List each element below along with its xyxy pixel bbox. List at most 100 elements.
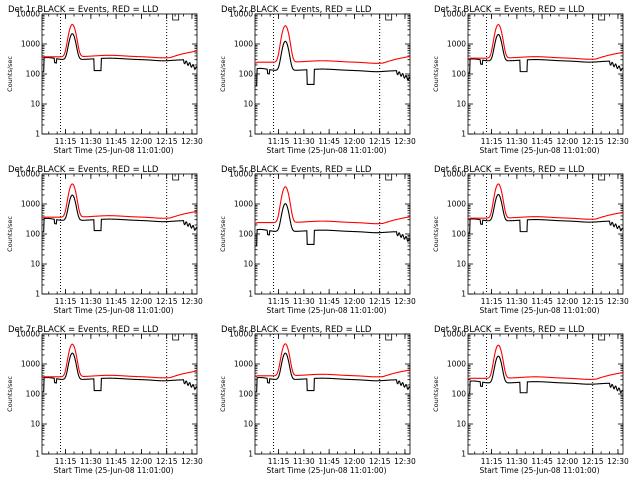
x-tick-label: 11:45	[531, 137, 553, 146]
plot-frame	[41, 333, 198, 455]
plot-frame	[254, 333, 411, 455]
x-tick-label: 12:30	[394, 297, 416, 306]
series-lld-line	[468, 183, 624, 220]
panel-6: Det 6r BLACK = Events, RED = LLD 1 10 100 10…	[432, 165, 629, 315]
x-tick-label: 12:30	[607, 137, 629, 146]
x-tick-label: 11:45	[318, 137, 340, 146]
x-tick-label: 12:00	[131, 457, 153, 466]
y-axis-label: Counts/sec	[6, 56, 14, 92]
y-axis-label: Counts/sec	[432, 56, 440, 92]
y-tick-label: 1000	[234, 200, 253, 209]
x-tick-label: 12:15	[369, 297, 391, 306]
panel-2: Det 2r BLACK = Events, RED = LLD 1 10 100 10…	[219, 5, 416, 155]
x-tick-label: 11:45	[105, 137, 127, 146]
y-tick-label: 1000	[21, 40, 40, 49]
x-tick-label: 11:15	[268, 297, 290, 306]
series-lld-line	[468, 24, 624, 60]
plot-frame	[467, 173, 624, 295]
y-tick-label: 10000	[16, 10, 40, 19]
y-tick-label: 10	[243, 100, 253, 109]
x-tick-label: 11:45	[105, 297, 127, 306]
panel-7: Det 7r BLACK = Events, RED = LLD 1 10 100 10…	[6, 325, 203, 475]
x-tick-label: 12:00	[557, 457, 579, 466]
y-tick-label: 1	[461, 450, 466, 459]
x-tick-label: 11:15	[268, 137, 290, 146]
x-tick-label: 12:15	[582, 297, 604, 306]
y-tick-label: 100	[26, 70, 41, 79]
plot-frame	[41, 173, 198, 295]
x-tick-label: 11:15	[55, 137, 77, 146]
x-tick-label: 12:30	[607, 297, 629, 306]
top-bracket-marker	[172, 334, 180, 341]
x-tick-label: 12:15	[369, 457, 391, 466]
y-tick-label: 100	[452, 70, 467, 79]
x-tick-label: 12:00	[344, 457, 366, 466]
panel-4: Det 4r BLACK = Events, RED = LLD 1 10 100 10…	[6, 165, 203, 315]
top-bracket-marker	[598, 14, 606, 21]
panel-title: Det 1r BLACK = Events, RED = LLD	[8, 5, 159, 15]
y-axis-label: Counts/sec	[219, 216, 227, 252]
series-events-line	[468, 33, 624, 74]
y-tick-label: 10	[30, 100, 40, 109]
x-tick-label: 11:30	[80, 457, 102, 466]
top-bracket-marker	[385, 334, 393, 341]
y-tick-label: 1	[248, 450, 253, 459]
y-tick-label: 100	[239, 390, 254, 399]
plot-frame	[41, 13, 198, 135]
x-tick-label: 12:15	[582, 457, 604, 466]
x-tick-label: 12:30	[181, 297, 203, 306]
y-tick-label: 10	[30, 420, 40, 429]
y-tick-label: 100	[452, 230, 467, 239]
panel-9: Det 9r BLACK = Events, RED = LLD 1 10 100 10…	[432, 325, 629, 475]
plot-frame	[254, 173, 411, 295]
x-axis-label: Start Time (25-Jun-08 11:01:00)	[54, 146, 174, 155]
series-lld-line	[255, 343, 411, 378]
series-lld-line	[42, 343, 198, 379]
y-tick-label: 100	[26, 230, 41, 239]
series-lld-line	[255, 25, 411, 64]
y-tick-label: 10000	[16, 170, 40, 179]
x-tick-label: 11:15	[481, 297, 503, 306]
top-bracket-marker	[172, 14, 180, 21]
x-tick-label: 11:30	[293, 137, 315, 146]
y-tick-label: 10	[456, 100, 466, 109]
y-axis-label: Counts/sec	[6, 376, 14, 412]
x-tick-label: 12:15	[156, 137, 178, 146]
y-tick-label: 10	[456, 420, 466, 429]
series-lld-line	[468, 344, 624, 380]
x-tick-label: 11:15	[55, 297, 77, 306]
x-tick-label: 12:30	[607, 457, 629, 466]
x-axis-label: Start Time (25-Jun-08 11:01:00)	[54, 306, 174, 315]
y-tick-label: 10000	[16, 330, 40, 339]
y-tick-label: 10000	[229, 170, 253, 179]
x-tick-label: 12:00	[557, 297, 579, 306]
x-tick-label: 11:30	[506, 137, 528, 146]
x-axis-label: Start Time (25-Jun-08 11:01:00)	[267, 306, 387, 315]
panel-title: Det 5r BLACK = Events, RED = LLD	[221, 165, 372, 175]
x-tick-label: 11:45	[105, 457, 127, 466]
x-tick-label: 11:30	[80, 297, 102, 306]
y-tick-label: 1	[248, 130, 253, 139]
panel-title: Det 9r BLACK = Events, RED = LLD	[434, 325, 585, 335]
x-tick-label: 12:00	[131, 137, 153, 146]
y-tick-label: 1	[461, 130, 466, 139]
y-tick-label: 1000	[234, 360, 253, 369]
panel-title: Det 2r BLACK = Events, RED = LLD	[221, 5, 372, 15]
y-axis-label: Counts/sec	[219, 56, 227, 92]
x-tick-label: 12:00	[131, 297, 153, 306]
series-lld-line	[42, 23, 198, 59]
top-bracket-marker	[598, 334, 606, 341]
x-tick-label: 11:15	[268, 457, 290, 466]
series-events-line	[468, 193, 624, 234]
x-tick-label: 12:15	[156, 457, 178, 466]
y-axis-label: Counts/sec	[219, 376, 227, 412]
x-tick-label: 12:30	[181, 137, 203, 146]
x-tick-label: 11:15	[55, 457, 77, 466]
y-tick-label: 1000	[447, 200, 466, 209]
y-tick-label: 1	[35, 450, 40, 459]
y-tick-label: 10000	[442, 170, 466, 179]
y-axis-label: Counts/sec	[6, 216, 14, 252]
x-axis-label: Start Time (25-Jun-08 11:01:00)	[267, 466, 387, 475]
y-tick-label: 10000	[442, 330, 466, 339]
